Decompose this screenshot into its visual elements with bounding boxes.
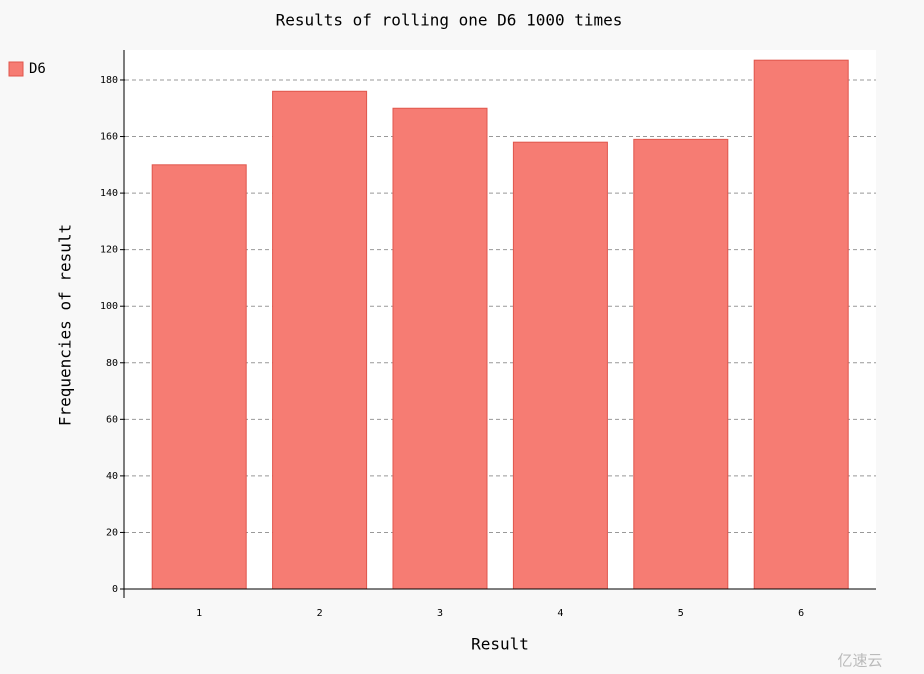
y-axis-label: Frequencies of result [56,224,75,426]
chart-title: Results of rolling one D6 1000 times [276,11,623,30]
y-tick-label: 20 [106,527,118,538]
plot-area [125,50,876,589]
x-tick-label: 2 [317,608,323,619]
y-tick-label: 0 [112,584,118,595]
x-tick-label: 4 [557,608,563,619]
y-tick-label: 60 [106,414,118,425]
bar [753,59,849,590]
y-tick-label: 180 [100,75,118,86]
x-tick-label: 6 [798,608,804,619]
bar [272,90,368,590]
x-axis-label: Result [471,635,529,654]
legend-label: D6 [29,61,46,77]
y-tick-label: 80 [106,358,118,369]
x-tick-label: 1 [196,608,202,619]
bar [392,107,488,590]
legend-swatch [8,61,24,77]
bar [633,138,729,590]
watermark: 亿速云 [837,652,882,670]
y-tick-label: 100 [100,301,118,312]
x-tick-label: 3 [437,608,443,619]
bar [151,164,247,590]
x-tick-label: 5 [678,608,684,619]
y-tick-label: 120 [100,245,118,256]
y-tick-label: 140 [100,188,118,199]
bar [512,141,608,590]
y-tick-label: 160 [100,132,118,143]
y-tick-label: 40 [106,471,118,482]
